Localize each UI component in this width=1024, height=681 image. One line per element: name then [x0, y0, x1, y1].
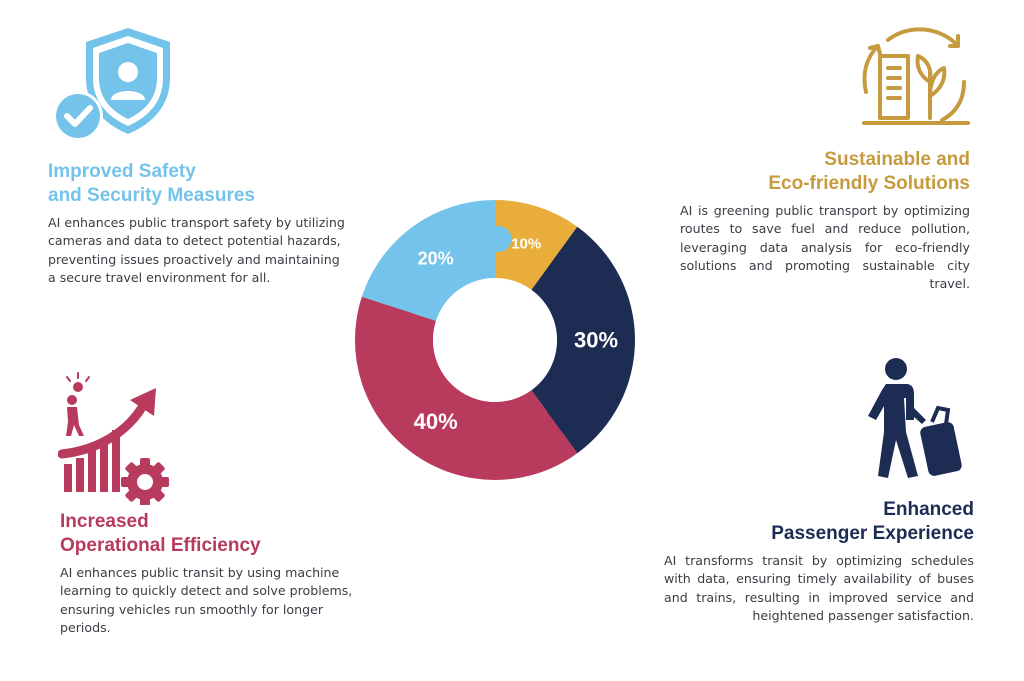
donut-slice-30pct	[531, 226, 635, 454]
safety-section: Improved Safety and Security Measures AI…	[48, 160, 348, 287]
donut-slice-20pct	[361, 200, 495, 321]
eco-title: Sustainable and Eco-friendly Solutions	[768, 149, 970, 194]
efficiency-description: AI enhances public transit by using mach…	[60, 565, 353, 635]
shield-user-check-icon	[50, 26, 175, 141]
donut-slice-40pct	[355, 296, 578, 480]
slice-label: 40%	[414, 409, 458, 434]
donut-chart: 10% 30% 40% 20%	[355, 200, 635, 480]
traveler-suitcase-icon	[862, 358, 972, 480]
slice-label: 30%	[574, 328, 618, 353]
safety-title: Improved Safety and Security Measures	[48, 161, 255, 206]
slice-label: 10%	[511, 235, 541, 252]
passenger-title: Enhanced Passenger Experience	[771, 499, 974, 544]
puzzle-tab	[485, 226, 512, 253]
eco-section: Sustainable and Eco-friendly Solutions A…	[680, 148, 970, 293]
growth-arrow-gear-icon	[57, 370, 183, 506]
safety-description: AI enhances public transport safety by u…	[48, 215, 345, 285]
efficiency-title: Increased Operational Efficiency	[60, 511, 261, 556]
donut-slice-10pct	[495, 200, 578, 290]
slice-label: 20%	[418, 248, 454, 268]
efficiency-section: Increased Operational Efficiency AI enha…	[60, 510, 356, 637]
donut-hole	[433, 278, 557, 402]
eco-description: AI is greening public transport by optim…	[680, 203, 970, 292]
recycle-building-plant-icon	[860, 22, 972, 130]
passenger-section: Enhanced Passenger Experience AI transfo…	[664, 498, 974, 625]
passenger-description: AI transforms transit by optimizing sche…	[664, 553, 974, 623]
